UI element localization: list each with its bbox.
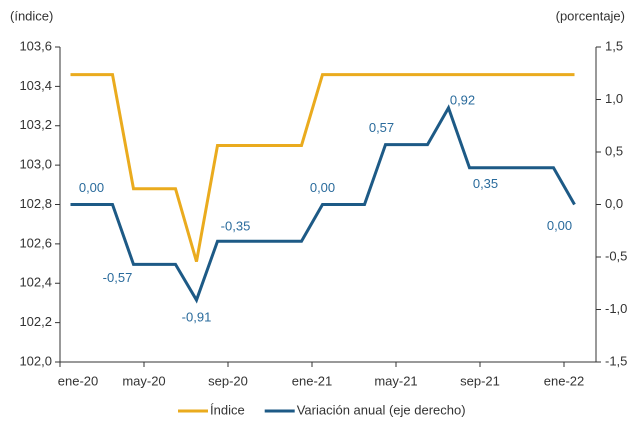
x-tick-label: ene-22 xyxy=(544,373,584,388)
y2-tick-label: -1,5 xyxy=(605,353,627,368)
data-label: 0,00 xyxy=(79,180,104,195)
series-line xyxy=(70,73,575,263)
y-tick-label: 103,2 xyxy=(19,117,52,132)
data-label: 0,35 xyxy=(473,176,498,191)
data-label: 0,92 xyxy=(450,92,475,107)
data-label: -0,35 xyxy=(221,219,251,234)
y2-axis-title: (porcentaje) xyxy=(556,8,625,23)
y-axis-title: (índice) xyxy=(10,8,53,23)
data-label: 0,00 xyxy=(310,180,335,195)
y2-tick-label: 0,0 xyxy=(605,196,623,211)
y2-tick-label: 1,0 xyxy=(605,91,623,106)
y2-tick-label: -1,0 xyxy=(605,301,627,316)
y-tick-label: 102,8 xyxy=(19,196,52,211)
y2-tick-label: 1,5 xyxy=(605,38,623,53)
y-tick-label: 103,6 xyxy=(19,38,52,53)
x-tick-label: may-20 xyxy=(122,373,165,388)
x-tick-label: ene-21 xyxy=(292,373,332,388)
y-tick-label: 102,6 xyxy=(19,235,52,250)
y-tick-label: 103,0 xyxy=(19,157,52,172)
y-tick-label: 102,0 xyxy=(19,353,52,368)
y-tick-label: 102,4 xyxy=(19,275,52,290)
series-line xyxy=(70,104,576,304)
legend-label: Variación anual (eje derecho) xyxy=(297,402,466,417)
legend-label: Índice xyxy=(210,402,245,417)
x-tick-label: may-21 xyxy=(374,373,417,388)
y2-tick-label: -0,5 xyxy=(605,248,627,263)
data-label: 0,57 xyxy=(369,120,394,135)
data-label: -0,91 xyxy=(182,309,212,324)
data-label: 0,00 xyxy=(547,218,572,233)
x-tick-label: ene-20 xyxy=(58,373,98,388)
x-tick-label: sep-21 xyxy=(460,373,500,388)
data-label: -0,57 xyxy=(103,270,133,285)
x-tick-label: sep-20 xyxy=(208,373,248,388)
y-tick-label: 103,4 xyxy=(19,78,52,93)
y-tick-label: 102,2 xyxy=(19,314,52,329)
y2-tick-label: 0,5 xyxy=(605,143,623,158)
